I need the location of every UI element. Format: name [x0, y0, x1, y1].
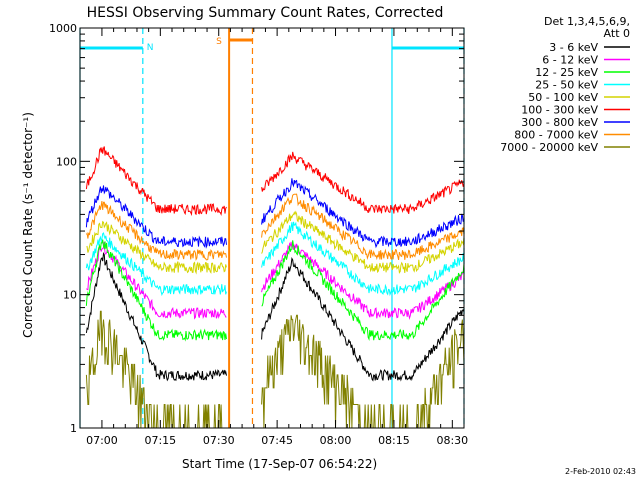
legend-label: 7000 - 20000 keV: [500, 141, 598, 154]
legend-label: 800 - 7000 keV: [514, 129, 598, 142]
detector-info-line2: Att 0: [604, 27, 630, 40]
legend-label: 12 - 25 keV: [535, 66, 598, 79]
legend-label: 3 - 6 keV: [549, 41, 598, 54]
series-line: [85, 193, 465, 261]
marker-label: N: [147, 43, 154, 53]
x-tick-label: 08:00: [320, 434, 352, 447]
chart-title: HESSI Observing Summary Count Rates, Cor…: [87, 5, 444, 21]
generation-timestamp: 2-Feb-2010 02:43: [565, 467, 636, 476]
series-group: [85, 146, 465, 429]
series-line: [85, 178, 465, 249]
axes: 1 10 100 1000 07:00 07:15 07:30 07:45 08:00 08:15…: [49, 22, 468, 447]
x-tick-label: 07:00: [86, 434, 118, 447]
x-tick-label: 07:45: [261, 434, 293, 447]
legend-label: 50 - 100 keV: [528, 91, 598, 104]
y-axis-label: Corrected Count Rate (s⁻¹ detector⁻¹): [21, 112, 35, 338]
detector-info-line1: Det 1,3,4,5,6,9,: [544, 15, 630, 28]
x-tick-label: 08:15: [378, 434, 410, 447]
marker-label: S: [216, 37, 222, 47]
legend-label: 100 - 300 keV: [521, 104, 598, 117]
x-tick-label: 08:30: [436, 434, 468, 447]
series-line: [85, 221, 465, 297]
legend-label: 25 - 50 keV: [535, 79, 598, 92]
x-axis-label: Start Time (17-Sep-07 06:54:22): [182, 457, 377, 471]
plot-frame: [79, 27, 465, 429]
y-tick-label: 100: [56, 155, 77, 168]
series-line: [86, 210, 465, 275]
y-tick-label: 1000: [49, 22, 77, 35]
series-line: [85, 251, 465, 382]
legend-label: 6 - 12 keV: [542, 54, 598, 67]
series-line: [85, 146, 465, 217]
legend-label: 300 - 800 keV: [521, 116, 598, 129]
x-tick-label: 07:30: [203, 434, 235, 447]
y-tick-label: 10: [63, 289, 77, 302]
y-tick-label: 1: [70, 422, 77, 435]
x-tick-label: 07:15: [144, 434, 176, 447]
series-line: [85, 239, 465, 342]
